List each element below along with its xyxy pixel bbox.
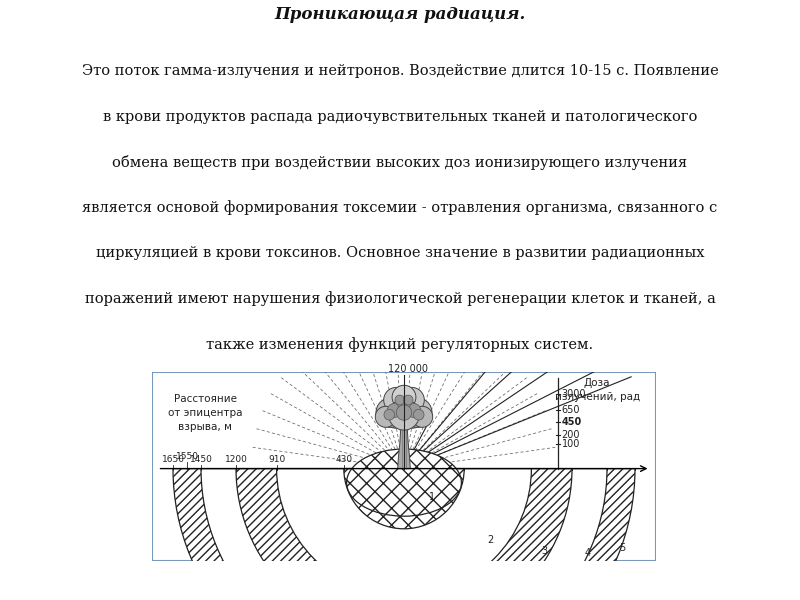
Text: 1: 1 [429,491,435,502]
Wedge shape [173,469,635,600]
Text: Расстояние
от эпицентра
взрыва, м: Расстояние от эпицентра взрыва, м [168,394,242,433]
Circle shape [384,388,409,413]
Circle shape [384,409,394,420]
Text: 3: 3 [541,546,547,556]
Wedge shape [236,469,572,600]
Circle shape [407,403,421,418]
Text: 450: 450 [562,418,582,427]
Circle shape [398,398,410,410]
Text: обмена веществ при воздействии высоких доз ионизирующего излучения: обмена веществ при воздействии высоких д… [113,155,687,170]
Text: в крови продуктов распада радиочувствительных тканей и патологического: в крови продуктов распада радиочувствите… [103,110,697,124]
Circle shape [387,403,401,418]
Circle shape [375,406,396,427]
Text: 2: 2 [488,535,494,545]
FancyBboxPatch shape [152,372,656,561]
Text: 1550: 1550 [175,452,198,461]
Wedge shape [277,469,531,596]
Text: 910: 910 [268,455,286,464]
Circle shape [402,398,432,427]
Text: 5: 5 [619,544,626,553]
Text: циркуляцией в крови токсинов. Основное значение в развитии радиационных: циркуляцией в крови токсинов. Основное з… [96,246,704,260]
Text: поражений имеют нарушения физиологической регенерации клеток и тканей, а: поражений имеют нарушения физиологическо… [85,292,715,307]
Text: 3000: 3000 [562,389,586,400]
Text: является основой формирования токсемии - отравления организма, связанного с: является основой формирования токсемии -… [82,200,718,215]
Text: 1200: 1200 [225,455,247,464]
Text: 200: 200 [562,430,580,440]
Circle shape [403,395,413,405]
Circle shape [399,388,424,413]
Text: 120 000: 120 000 [388,364,428,374]
Text: 4: 4 [584,548,590,557]
Ellipse shape [384,419,424,428]
Text: Доза
излучений, рад: Доза излучений, рад [554,377,640,401]
Circle shape [386,390,422,427]
Text: 100: 100 [562,439,580,449]
Text: 650: 650 [562,405,580,415]
Circle shape [412,406,433,427]
Polygon shape [398,425,410,469]
Text: Это поток гамма-излучения и нейтронов. Воздействие длится 10-15 с. Появление: Это поток гамма-излучения и нейтронов. В… [82,64,718,78]
Ellipse shape [346,449,462,516]
Circle shape [414,409,424,420]
Circle shape [396,405,412,420]
Text: также изменения функций регуляторных систем.: также изменения функций регуляторных сис… [206,337,594,352]
Wedge shape [201,469,607,600]
Circle shape [376,398,406,427]
Circle shape [395,395,405,405]
Text: 1450: 1450 [190,455,213,464]
Circle shape [389,400,419,430]
Text: Проникающая радиация.: Проникающая радиация. [274,6,526,23]
Wedge shape [344,469,464,529]
Circle shape [392,385,416,409]
Text: 1650: 1650 [162,455,185,464]
Text: 430: 430 [335,455,352,464]
